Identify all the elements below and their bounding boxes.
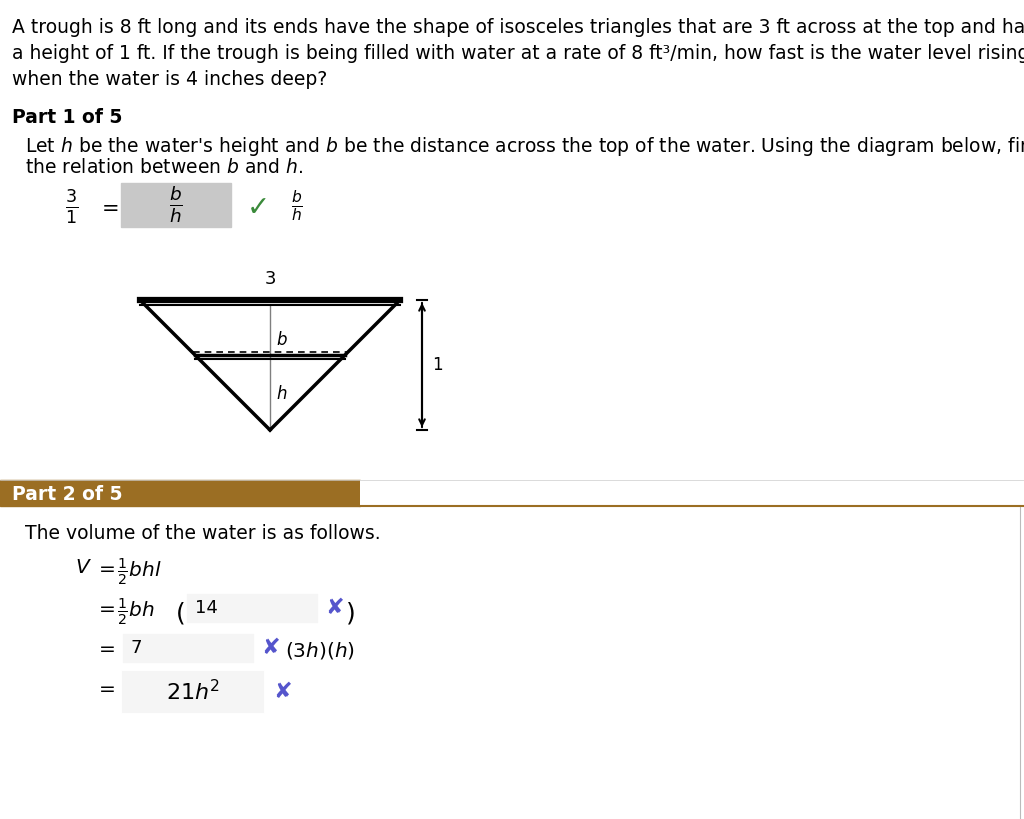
Text: Part 2 of 5: Part 2 of 5	[12, 485, 123, 504]
Text: Let $h$ be the water's height and $b$ be the distance across the top of the wate: Let $h$ be the water's height and $b$ be…	[25, 135, 1024, 158]
Bar	[360, 480, 1024, 506]
Text: $V$: $V$	[75, 558, 92, 577]
Text: $h$: $h$	[276, 385, 288, 402]
Bar	[0, 480, 360, 506]
Text: $21h^2$: $21h^2$	[166, 680, 220, 704]
Text: $(3h)(h)$: $(3h)(h)$	[285, 640, 355, 661]
Text: ✘: ✘	[325, 598, 344, 618]
Text: ✘: ✘	[273, 682, 292, 702]
Text: a height of 1 ft. If the trough is being filled with water at a rate of 8 ft³/mi: a height of 1 ft. If the trough is being…	[12, 44, 1024, 63]
Bar	[123, 634, 253, 662]
Text: Part 1 of 5: Part 1 of 5	[12, 108, 123, 127]
Text: $\frac{b}{h}$: $\frac{b}{h}$	[169, 185, 183, 225]
Text: $\frac{b}{h}$: $\frac{b}{h}$	[291, 188, 303, 224]
Text: $=$: $=$	[97, 197, 119, 217]
Text: $=$: $=$	[95, 558, 116, 577]
Text: The volume of the water is as follows.: The volume of the water is as follows.	[25, 524, 381, 543]
Text: 14: 14	[195, 599, 218, 617]
Text: A trough is 8 ft long and its ends have the shape of isosceles triangles that ar: A trough is 8 ft long and its ends have …	[12, 18, 1024, 37]
Text: 1: 1	[432, 356, 442, 374]
Text: ✓: ✓	[247, 194, 270, 222]
Bar	[121, 183, 231, 227]
Text: $b$: $b$	[276, 331, 288, 349]
Text: $\frac{1}{2}$$bh$: $\frac{1}{2}$$bh$	[117, 597, 155, 627]
Polygon shape	[140, 300, 400, 430]
Text: $(\ $: $(\ $	[175, 600, 184, 626]
Bar	[123, 672, 263, 712]
Bar	[275, 185, 319, 227]
Text: 7: 7	[131, 639, 142, 657]
Text: $)$: $)$	[345, 600, 354, 626]
Text: $=$: $=$	[95, 638, 116, 657]
Text: the relation between $b$ and $h$.: the relation between $b$ and $h$.	[25, 158, 303, 177]
Text: $=$: $=$	[95, 678, 116, 698]
Text: $\frac{1}{2}$$bhl$: $\frac{1}{2}$$bhl$	[117, 557, 162, 587]
Text: $=$: $=$	[95, 598, 116, 617]
Text: $\frac{3}{1}$: $\frac{3}{1}$	[65, 188, 78, 226]
Text: when the water is 4 inches deep?: when the water is 4 inches deep?	[12, 70, 328, 89]
Text: 3: 3	[264, 270, 275, 288]
Bar	[187, 594, 317, 622]
Text: ✘: ✘	[261, 638, 280, 658]
